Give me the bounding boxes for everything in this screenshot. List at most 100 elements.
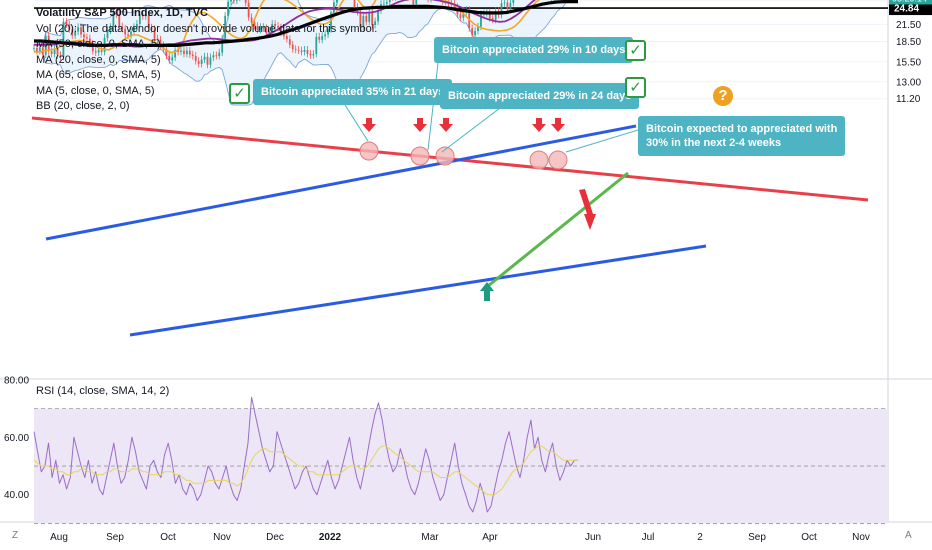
candle-body [121,26,124,29]
time-tick-label: 2 [697,532,703,543]
candle-body [333,2,335,13]
time-tick-label: Nov [213,532,231,543]
callout-pointer [427,62,439,151]
candle-body [177,49,179,52]
candle-body [147,14,150,28]
candle-body [150,27,153,30]
candle-body [283,32,285,37]
time-tick-label: Nov [852,532,870,543]
candle-body [71,29,74,36]
candle-body [312,53,315,56]
candle-body [494,11,497,20]
candle-body [38,47,41,52]
support-tag-bg [889,1,932,16]
candle-body [480,14,482,27]
last-price-bg [889,0,932,5]
moving-averages [34,0,578,54]
time-tick-label: Mar [421,532,439,543]
down-arrow-icon [439,118,453,132]
candle-body [124,28,127,35]
callout-pointer [565,129,639,153]
candle-body [365,15,368,22]
candle-body [362,15,365,28]
candle-body [488,12,491,19]
time-axis: Aug Sep Oct Nov Dec 2022 Mar Apr Jun Jul 2 Sep Oct No… [50,532,870,543]
green-trendline [487,171,629,288]
candle-body [59,55,62,57]
projection-arrow-icon [579,189,596,230]
time-tick-label: Jul [642,532,655,543]
volume-legend: Vol (20): The data vendor doesn't provid… [36,22,378,35]
candle-body [474,31,476,36]
up-arrow-icon [480,282,494,301]
candle-body [36,47,38,52]
callout-expected-line2: 30% in the next 2-4 weeks [646,137,782,149]
peak-circle [548,150,568,170]
candle-body [459,14,462,18]
candle-body [233,0,235,1]
bb-legend: BB (20, close, 2, 0) [36,100,130,112]
chart-legend: Volatility S&P 500 Index, 1D, TVC Vol (2… [36,6,377,115]
candle-body [271,23,274,32]
peak-circle [410,146,430,166]
down-arrow-icon [413,118,427,132]
time-tick-label: Aug [50,532,68,543]
candle-body [224,15,227,39]
trend-drawings [31,62,869,337]
countdown: 08:29:14 [892,0,927,3]
candle-body [153,29,156,39]
ma50-legend: MA (50, close, 0, SMA, 5) [36,38,161,50]
candle-body [191,54,194,57]
candle-body [106,30,109,38]
rsi-pane: 80.00 60.00 40.00 [4,375,888,524]
callout-29pct-24d: Bitcoin appreciated 29% in 24 days [440,83,640,109]
ma-orange-line [34,0,541,54]
candle-body [388,0,391,2]
candle-body [327,29,329,35]
callout-pointer [344,104,369,142]
candle-body [47,35,50,52]
candle-body [471,28,474,36]
candle-body [268,31,271,34]
candle-body [383,3,385,5]
candle-body [250,17,253,23]
candle-body [412,0,415,5]
down-arrow-icon [551,118,565,132]
auto-scale-button[interactable]: A [905,530,912,541]
candle-body [274,23,277,27]
checkmark-icon: ✓ [625,40,646,61]
candle-body [97,49,100,53]
channel-upper-line [45,124,637,241]
candle-body [212,55,215,58]
candle-body [503,2,506,4]
question-icon: ? [713,86,733,106]
candle-body [159,39,162,46]
candle-body [300,50,303,52]
candle-body [371,12,374,26]
candle-body [165,49,168,57]
rsi-tick-label: 80.00 [4,375,29,386]
candle-body [112,12,115,28]
candle-body [315,36,318,54]
callout-expected: Bitcoin expected to appreciated with 30%… [638,116,846,156]
candle-body [377,10,379,22]
down-arrow-icon [362,118,376,132]
candle-body [65,21,68,25]
candle-body [500,3,503,15]
candle-body [194,56,197,62]
candle-body [235,0,238,1]
candle-body [206,56,209,65]
candle-body [253,22,256,27]
candle-body [306,49,309,54]
chart-title: Volatility S&P 500 Index, 1D, TVC [36,7,208,19]
candle-body [162,45,165,50]
candle-body [227,1,229,16]
time-tick-label: Dec [266,532,284,543]
candle-body [180,50,182,52]
candle-body [491,18,494,20]
timezone-button[interactable]: Z [12,530,19,541]
candle-body [50,51,53,54]
candle-body [277,26,279,28]
ma5-legend: MA (5, close, 0, SMA, 5) [36,84,155,97]
candle-body [256,26,259,30]
